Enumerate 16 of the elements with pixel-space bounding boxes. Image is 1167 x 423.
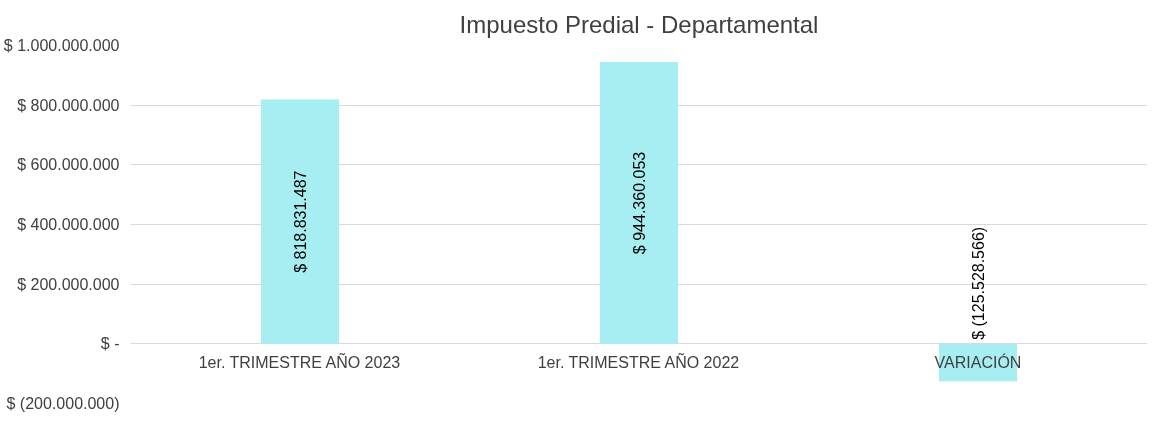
bar — [600, 62, 678, 344]
x-tick-label: 1er. TRIMESTRE AÑO 2022 — [537, 351, 740, 371]
chart-title: Impuesto Predial - Departamental — [459, 10, 819, 38]
bar — [261, 99, 339, 344]
y-tick-label: $ 600.000.000 — [17, 156, 120, 174]
data-label: $ 818.831.487 — [291, 170, 309, 273]
y-tick-label: $ 800.000.000 — [17, 96, 120, 114]
y-tick-label: $ (200.000.000) — [6, 395, 120, 412]
y-tick-label: $ 1.000.000.000 — [3, 37, 120, 54]
x-tick-label: VARIACIÓN — [934, 352, 1022, 371]
y-tick-label: $ 200.000.000 — [17, 275, 120, 293]
y-tick-label: $ - — [100, 335, 120, 353]
x-tick-label: 1er. TRIMESTRE AÑO 2023 — [198, 351, 401, 371]
y-tick-label: $ 400.000.000 — [17, 216, 120, 233]
data-label: $ 944.360.053 — [630, 151, 648, 255]
data-label: $ (125.528.566) — [969, 226, 987, 340]
